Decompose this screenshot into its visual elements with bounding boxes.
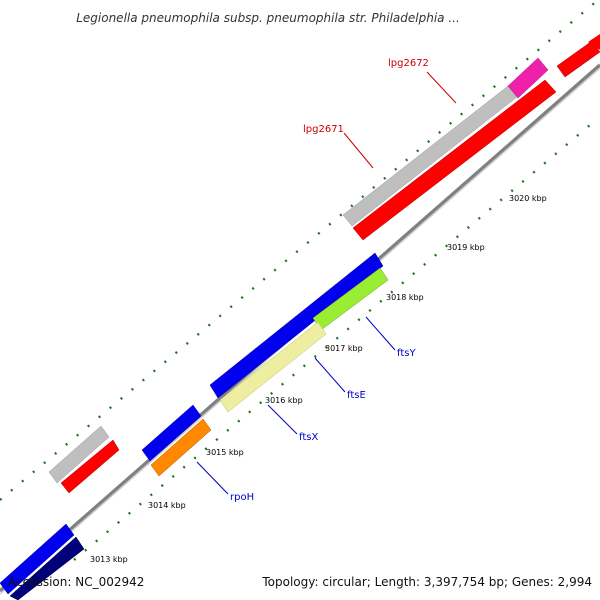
inner-gene-track	[0, 252, 389, 600]
kbp-label-3015: 3015 kbp	[206, 448, 244, 457]
leader-line-lpg2671	[343, 132, 374, 169]
gene-arrow-blue-ftsY-region[interactable]	[209, 252, 384, 399]
gene-arrow-red-top-right[interactable]	[556, 40, 600, 78]
kbp-label-3018: 3018 kbp	[386, 293, 424, 302]
outer-tick-ring	[0, 0, 599, 501]
kbp-axis-labels: 3013 kbp 3014 kbp 3015 kbp 3016 kbp 3017…	[90, 194, 547, 564]
inner-tick-ring	[73, 124, 591, 561]
gene-labels: lpg2672 lpg2671 ftsY ftsE ftsX rpoH	[196, 58, 457, 503]
kbp-label-3019: 3019 kbp	[447, 243, 485, 252]
leader-line-ftsE	[314, 357, 346, 393]
kbp-label-3020: 3020 kbp	[509, 194, 547, 203]
gene-arrow-khaki-ftsE[interactable]	[219, 321, 327, 413]
kbp-label-3016: 3016 kbp	[265, 396, 303, 405]
gene-label-ftsX[interactable]: ftsX	[299, 432, 318, 443]
accession-text: Accession: NC_002942	[8, 575, 144, 589]
gene-label-lpg2672[interactable]: lpg2672	[388, 58, 429, 69]
outer-dotted-ring	[0, 0, 599, 501]
gene-label-lpg2671[interactable]: lpg2671	[303, 124, 344, 135]
leader-line-ftsY	[365, 316, 396, 351]
gene-arrow-gray-lower[interactable]	[48, 425, 110, 484]
inner-dotted-ring	[73, 124, 591, 561]
kbp-label-3013: 3013 kbp	[90, 555, 128, 564]
gene-arrow-blue-bottom-left[interactable]	[0, 523, 75, 595]
leader-line-ftsX	[267, 404, 298, 435]
kbp-label-3017: 3017 kbp	[325, 344, 363, 353]
gene-label-ftsE[interactable]: ftsE	[347, 390, 366, 401]
gene-label-ftsY[interactable]: ftsY	[397, 348, 416, 359]
gene-arrow-red-top-edge[interactable]	[588, 34, 600, 50]
leader-line-rpoH	[196, 461, 229, 495]
gene-arrow-magenta[interactable]	[507, 57, 549, 99]
gene-arrow-red-middle-long[interactable]	[352, 79, 557, 241]
strand-tracks	[60, 79, 557, 494]
leader-line-lpg2672	[426, 71, 457, 104]
gene-label-rpoH[interactable]: rpoH	[230, 492, 254, 503]
gene-arrow-navy-bottom-left[interactable]	[9, 536, 85, 600]
gene-arrow-blue-rpoH-region[interactable]	[141, 404, 202, 462]
gene-arrow-red-lower-short[interactable]	[60, 439, 120, 494]
gene-arrow-orange-rpoH[interactable]	[150, 418, 212, 477]
kbp-label-3014: 3014 kbp	[148, 501, 186, 510]
genome-summary-text: Topology: circular; Length: 3,397,754 bp…	[261, 575, 592, 589]
outer-gene-track	[48, 34, 600, 484]
map-title: Legionella pneumophila subsp. pneumophil…	[76, 11, 460, 25]
gene-arrow-gray-upper[interactable]	[342, 85, 518, 227]
